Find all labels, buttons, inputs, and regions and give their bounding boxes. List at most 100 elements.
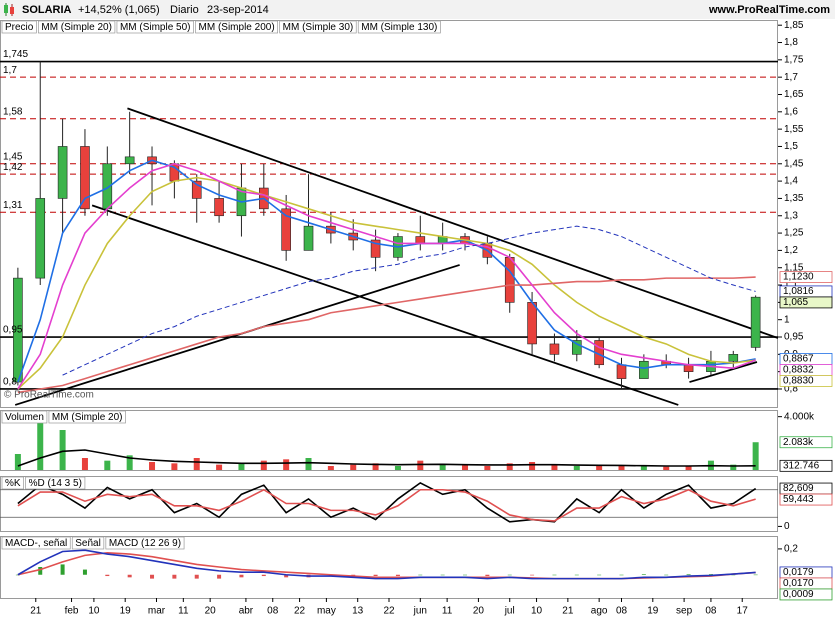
histogram-bar <box>463 574 468 576</box>
volume-bar <box>372 463 379 470</box>
series-line <box>17 159 756 383</box>
value-label-box <box>779 459 833 472</box>
histogram-bar <box>105 574 110 577</box>
histogram-bar <box>485 574 490 577</box>
x-tick-label: 22 <box>294 606 306 617</box>
panel-plot <box>15 549 758 580</box>
histogram-bar <box>418 574 423 576</box>
candle-body <box>281 208 291 251</box>
y-tick-label: 1,85 <box>784 20 804 31</box>
candle-body <box>80 146 90 210</box>
x-tick-label: 17 <box>737 606 749 617</box>
volume-bar <box>484 466 491 470</box>
volume-bar <box>663 466 670 470</box>
volume-bar <box>350 464 357 470</box>
x-tick-label: mar <box>148 606 166 617</box>
histogram-bar <box>664 574 669 576</box>
series-line <box>17 549 756 580</box>
volume-bar <box>260 460 267 470</box>
y-tick-label: 1,35 <box>784 193 804 204</box>
y-tick-label: 1,2 <box>784 245 798 256</box>
histogram-bar <box>731 574 736 576</box>
y-tick-label: 1 <box>784 314 790 325</box>
value-label-box <box>779 296 833 309</box>
volume-bar <box>216 464 223 470</box>
y-tick-label: 1,25 <box>784 228 804 239</box>
candle-body <box>124 156 135 165</box>
value-label: 1,065 <box>783 297 808 308</box>
candle-body <box>549 343 560 355</box>
volume-bar <box>104 460 111 470</box>
legend-box <box>105 536 185 550</box>
y-tick-label: 1,5 <box>784 141 798 152</box>
legend-label: MM (Simple 20) <box>41 22 112 33</box>
y-tick-label: 1,1 <box>784 280 798 291</box>
value-label-box <box>779 271 833 283</box>
level-label: 1,42 <box>3 162 23 173</box>
legend-box <box>48 410 126 424</box>
histogram-bar <box>440 574 445 576</box>
value-label: 0,8830 <box>783 376 814 387</box>
candle-body <box>370 239 381 258</box>
volume-bar <box>81 458 88 470</box>
y-tick-label: 1,75 <box>784 54 804 65</box>
histogram-bar <box>619 574 624 576</box>
candle-body <box>214 198 224 217</box>
value-label: 2.083k <box>783 437 814 448</box>
volume-bar <box>238 463 245 470</box>
legend-box <box>1 410 48 424</box>
histogram-bar <box>552 574 557 576</box>
legend-label: MM (Simple 20) <box>52 412 123 423</box>
legend-box <box>71 536 105 550</box>
candle-body <box>303 225 314 251</box>
volume-bar <box>193 458 200 470</box>
panel-plot <box>14 416 759 470</box>
histogram-bar <box>686 574 691 575</box>
candle-body <box>616 364 627 379</box>
candle-body <box>13 277 23 383</box>
volume-bar <box>730 464 737 470</box>
x-tick-label: 22 <box>383 606 395 617</box>
volume-bar <box>305 458 312 470</box>
y-tick-label: 1,65 <box>784 89 804 100</box>
value-label: 82,609 <box>783 483 814 494</box>
volume-bar <box>283 459 290 470</box>
histogram-bar <box>395 574 400 577</box>
histogram-bar <box>38 567 43 575</box>
value-label: 0,0009 <box>783 589 814 600</box>
y-tick-label: 1,4 <box>784 176 798 187</box>
candle-body <box>527 302 537 345</box>
legend-label: MM (Simple 130) <box>361 22 437 33</box>
x-tick-label: jun <box>413 606 427 617</box>
value-label: 0,0179 <box>783 567 814 578</box>
histogram-bar <box>574 574 579 576</box>
level-label: 1,58 <box>3 106 23 117</box>
legend-label: MM (Simple 50) <box>120 22 191 33</box>
legend-box <box>357 20 441 34</box>
legend-box <box>38 20 116 34</box>
histogram-bar <box>150 574 155 579</box>
volume-bar <box>327 466 334 470</box>
histogram-bar <box>507 574 512 576</box>
ticker: SOLARIA <box>22 4 72 16</box>
value-label: 0,8867 <box>783 354 814 365</box>
volume-bar <box>417 460 424 470</box>
x-tick-label: sep <box>676 606 693 617</box>
x-tick-label: 08 <box>705 606 717 617</box>
y-tick-label: 0,8 <box>784 384 798 395</box>
volume-bar <box>596 464 603 470</box>
volume-bar <box>529 462 536 470</box>
level-label: 0,95 <box>3 325 23 336</box>
volume-bar <box>14 454 21 470</box>
volume-bar <box>640 466 647 470</box>
y-tick-label: 1,6 <box>784 106 798 117</box>
y-tick-label: 1,7 <box>784 72 798 83</box>
value-label: 312.746 <box>783 460 820 471</box>
series-line <box>17 162 756 390</box>
x-tick-label: 10 <box>88 606 100 617</box>
volume-bar <box>573 466 580 470</box>
date: 23-sep-2014 <box>207 4 269 16</box>
value-label-box <box>779 375 833 387</box>
legend-box <box>1 476 24 490</box>
candle-body <box>571 340 582 355</box>
